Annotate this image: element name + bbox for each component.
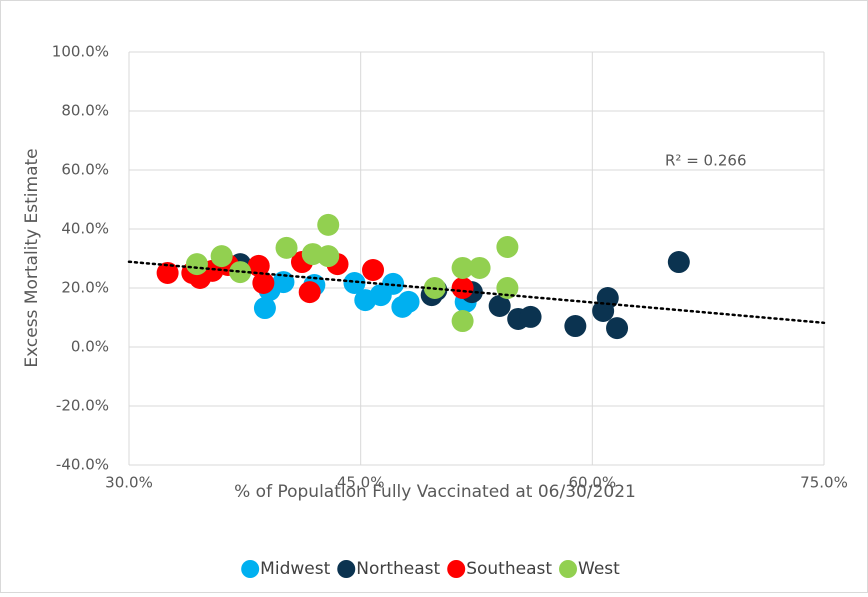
y-tick-label: -20.0% bbox=[56, 397, 109, 415]
y-tick-label: 80.0% bbox=[61, 102, 109, 120]
point bbox=[210, 245, 233, 268]
legend-label: West bbox=[578, 559, 620, 579]
point bbox=[468, 256, 491, 279]
x-tick-label: 30.0% bbox=[105, 474, 153, 492]
legend-marker bbox=[241, 560, 260, 578]
point bbox=[519, 305, 542, 328]
y-tick-label: 40.0% bbox=[61, 220, 109, 238]
annotation: R² = 0.266 bbox=[665, 152, 746, 170]
trendline bbox=[127, 260, 826, 325]
point bbox=[317, 245, 340, 268]
legend-marker bbox=[559, 560, 578, 578]
point bbox=[667, 251, 690, 274]
point bbox=[298, 281, 321, 304]
x-tick-label: 45.0% bbox=[337, 474, 385, 492]
point bbox=[247, 254, 270, 277]
point bbox=[397, 290, 420, 313]
point bbox=[451, 256, 474, 279]
y-tick-label: 100.0% bbox=[52, 43, 109, 61]
point bbox=[596, 287, 619, 310]
point bbox=[606, 317, 629, 340]
legend-label: Southeast bbox=[466, 559, 552, 579]
point bbox=[275, 236, 298, 259]
x-axis-title: % of Population Fully Vaccinated at 06/3… bbox=[234, 482, 636, 502]
point bbox=[272, 271, 295, 294]
legend-marker bbox=[337, 560, 356, 578]
point bbox=[451, 310, 474, 333]
point bbox=[564, 315, 587, 338]
point bbox=[496, 235, 519, 258]
point bbox=[451, 277, 474, 299]
point bbox=[185, 253, 208, 276]
x-tick-label: 60.0% bbox=[569, 474, 617, 492]
point bbox=[488, 294, 511, 317]
point bbox=[362, 259, 385, 282]
y-tick-label: -40.0% bbox=[56, 456, 109, 474]
point bbox=[252, 271, 275, 294]
y-tick-label: 60.0% bbox=[61, 161, 109, 179]
point bbox=[229, 261, 252, 284]
point bbox=[253, 297, 276, 320]
y-tick-label: 20.0% bbox=[61, 279, 109, 297]
legend-marker bbox=[447, 560, 466, 578]
x-tick-label: 75.0% bbox=[800, 474, 848, 492]
point bbox=[343, 271, 366, 294]
y-tick-label: 0.0% bbox=[71, 338, 109, 356]
legend-label: Midwest bbox=[260, 559, 330, 579]
legend-label: Northeast bbox=[356, 559, 440, 579]
point bbox=[156, 261, 179, 284]
point bbox=[317, 213, 340, 236]
y-axis-title: Excess Mortality Estimate bbox=[22, 148, 42, 367]
